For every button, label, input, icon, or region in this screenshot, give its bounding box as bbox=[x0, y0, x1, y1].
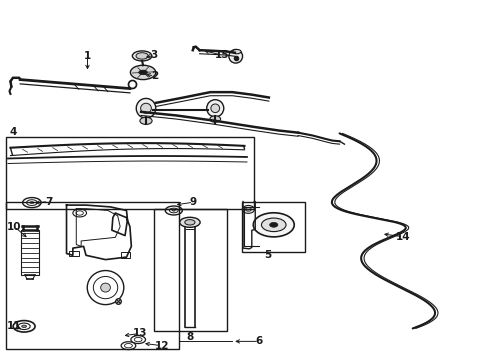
Text: 11: 11 bbox=[7, 321, 21, 331]
Ellipse shape bbox=[93, 276, 118, 299]
Text: 13: 13 bbox=[132, 328, 146, 338]
Ellipse shape bbox=[242, 206, 254, 213]
Text: 3: 3 bbox=[150, 50, 158, 60]
Ellipse shape bbox=[26, 200, 37, 206]
Ellipse shape bbox=[134, 337, 142, 342]
Ellipse shape bbox=[261, 218, 285, 231]
Text: 9: 9 bbox=[189, 197, 197, 207]
Ellipse shape bbox=[87, 271, 123, 305]
Ellipse shape bbox=[210, 104, 219, 113]
Ellipse shape bbox=[124, 343, 132, 348]
Ellipse shape bbox=[253, 213, 294, 237]
Ellipse shape bbox=[121, 342, 136, 350]
Bar bbox=[121, 252, 130, 258]
Ellipse shape bbox=[245, 208, 251, 211]
Ellipse shape bbox=[30, 202, 34, 204]
Text: 6: 6 bbox=[255, 336, 262, 346]
Text: 15: 15 bbox=[215, 50, 229, 60]
Ellipse shape bbox=[172, 210, 175, 211]
Ellipse shape bbox=[22, 198, 41, 208]
Ellipse shape bbox=[139, 70, 147, 75]
Ellipse shape bbox=[140, 117, 152, 125]
Text: 5: 5 bbox=[264, 250, 271, 260]
Ellipse shape bbox=[21, 325, 26, 328]
Text: 10: 10 bbox=[7, 222, 21, 231]
Ellipse shape bbox=[130, 65, 156, 80]
Ellipse shape bbox=[18, 323, 30, 329]
Ellipse shape bbox=[76, 211, 83, 215]
Ellipse shape bbox=[73, 209, 86, 217]
Ellipse shape bbox=[179, 217, 200, 227]
Ellipse shape bbox=[206, 100, 224, 117]
Ellipse shape bbox=[136, 53, 148, 59]
Ellipse shape bbox=[269, 222, 277, 227]
Text: 7: 7 bbox=[45, 197, 52, 207]
Bar bbox=[20, 230, 39, 275]
Ellipse shape bbox=[209, 116, 220, 122]
Bar bbox=[154, 209, 227, 330]
Ellipse shape bbox=[184, 220, 195, 225]
Ellipse shape bbox=[132, 51, 152, 61]
Ellipse shape bbox=[136, 98, 156, 118]
Ellipse shape bbox=[232, 49, 241, 54]
Ellipse shape bbox=[101, 283, 110, 292]
Ellipse shape bbox=[165, 206, 182, 215]
Ellipse shape bbox=[228, 49, 242, 63]
Ellipse shape bbox=[141, 103, 151, 113]
Text: 14: 14 bbox=[395, 232, 409, 242]
Bar bbox=[69, 251, 79, 256]
Bar bbox=[5, 202, 178, 348]
Ellipse shape bbox=[131, 336, 145, 343]
Text: 1: 1 bbox=[84, 51, 91, 61]
Text: 2: 2 bbox=[150, 71, 158, 81]
Text: 8: 8 bbox=[186, 332, 193, 342]
Ellipse shape bbox=[169, 208, 178, 213]
Bar bbox=[5, 137, 254, 209]
Ellipse shape bbox=[13, 320, 35, 332]
Text: 12: 12 bbox=[154, 341, 168, 351]
Text: 4: 4 bbox=[9, 127, 17, 136]
Bar bbox=[242, 202, 305, 252]
